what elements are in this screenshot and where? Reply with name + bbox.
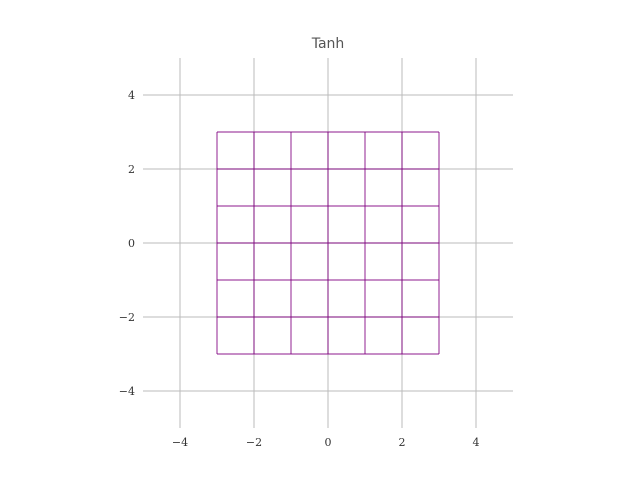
x-axis-ticks: −4 −2 0 2 4 <box>172 436 480 449</box>
y-tick-label: 4 <box>128 89 135 102</box>
y-tick-label: 2 <box>128 163 135 176</box>
y-tick-label: −2 <box>119 311 135 324</box>
x-tick-label: 2 <box>399 436 406 449</box>
chart-title: Tanh <box>311 36 345 52</box>
y-tick-label: 0 <box>128 237 135 250</box>
x-tick-label: 4 <box>473 436 480 449</box>
x-tick-label: −4 <box>172 436 188 449</box>
y-tick-label: −4 <box>119 385 135 398</box>
x-tick-label: 0 <box>325 436 332 449</box>
y-axis-ticks: −4 −2 0 2 4 <box>119 89 135 398</box>
mesh <box>216 131 440 355</box>
x-tick-label: −2 <box>246 436 262 449</box>
